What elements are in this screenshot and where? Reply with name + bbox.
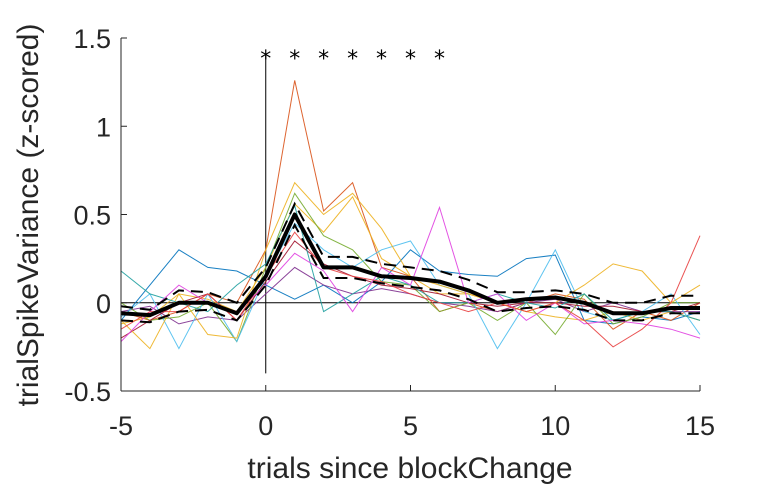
y-tick-label-4: 1 — [96, 112, 111, 142]
sem-lower-line — [120, 222, 700, 324]
y-tick-label-1: -0.5 — [64, 377, 111, 407]
significance-markers: * * * * * * * — [260, 47, 445, 72]
sem-lines — [120, 201, 700, 324]
individual-series-lines — [120, 80, 701, 350]
y-tick-label-5: 1.5 — [73, 24, 111, 54]
series-line-11 — [120, 231, 701, 348]
significance-star-2: * — [289, 47, 300, 72]
x-tick-label-1: -5 — [109, 411, 133, 441]
reference-lines — [121, 55, 700, 374]
y-tick-label-3: 0.5 — [73, 201, 111, 231]
significance-star-1: * — [260, 47, 271, 72]
mean-line — [120, 212, 700, 318]
series-line-10 — [120, 205, 701, 342]
sem-upper-line — [120, 201, 700, 311]
series-line-2 — [120, 80, 701, 330]
significance-star-4: * — [347, 47, 358, 72]
series-line-6 — [120, 222, 701, 350]
series-line-1 — [120, 249, 701, 325]
significance-star-6: * — [405, 47, 416, 72]
axes — [120, 37, 701, 392]
x-axis-label: trials since blockChange — [247, 452, 572, 485]
significance-star-3: * — [318, 47, 329, 72]
y-axis-label: trialSpikeVariance (z-scored) — [12, 24, 45, 407]
x-tick-label-5: 15 — [685, 411, 715, 441]
y-tick-label-2: 0 — [96, 289, 111, 319]
x-tick-label-2: 0 — [258, 411, 273, 441]
significance-star-7: * — [434, 47, 445, 72]
tick-labels: -5 0 5 10 15 -0.5 0 0.5 1 1.5 — [64, 24, 715, 441]
significance-star-5: * — [376, 47, 387, 72]
x-tick-label-3: 5 — [403, 411, 418, 441]
mean-line-group — [120, 212, 700, 318]
x-tick-label-4: 10 — [540, 411, 570, 441]
